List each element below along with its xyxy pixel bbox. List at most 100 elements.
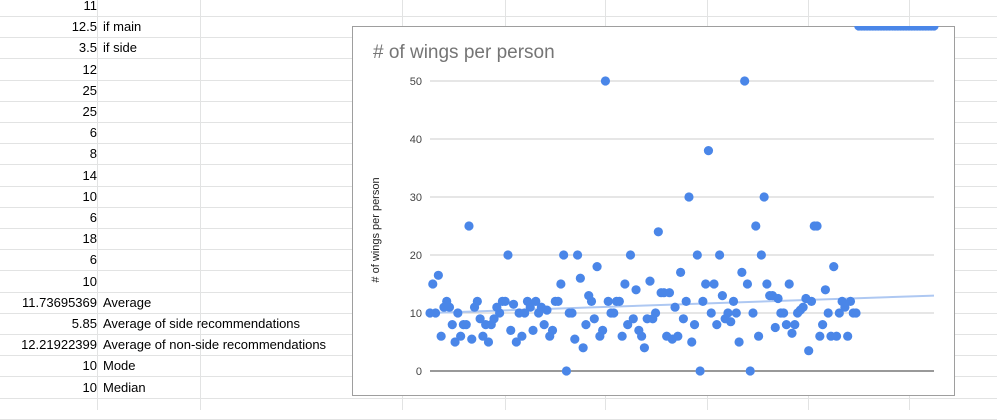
data-point[interactable] — [625, 250, 636, 260]
data-point[interactable] — [433, 270, 443, 280]
data-point[interactable] — [472, 296, 482, 306]
cell-value[interactable]: 25 — [82, 82, 97, 98]
data-point[interactable] — [589, 314, 599, 324]
data-point[interactable] — [664, 288, 675, 298]
data-point[interactable] — [723, 308, 733, 318]
data-point[interactable] — [787, 328, 797, 338]
data-point[interactable] — [511, 337, 521, 347]
data-point[interactable] — [692, 250, 702, 260]
data-point[interactable] — [617, 331, 627, 341]
data-point[interactable] — [517, 331, 527, 341]
data-point[interactable] — [542, 305, 552, 315]
cell-label[interactable]: Mode — [103, 358, 136, 374]
data-point[interactable] — [714, 250, 725, 260]
data-point[interactable] — [712, 320, 722, 330]
cell-value[interactable]: 10 — [82, 358, 97, 374]
data-point[interactable] — [815, 331, 825, 341]
data-point[interactable] — [539, 320, 549, 330]
data-point[interactable] — [753, 331, 764, 341]
data-point[interactable] — [461, 320, 471, 330]
cell-value[interactable]: 3.5 — [78, 40, 97, 56]
data-point[interactable] — [430, 308, 441, 318]
data-point[interactable] — [845, 296, 856, 306]
cell-label[interactable]: if side — [103, 40, 137, 56]
data-point[interactable] — [620, 279, 630, 289]
data-point[interactable] — [653, 227, 663, 237]
cell-label[interactable]: Average — [103, 294, 152, 310]
data-point[interactable] — [709, 279, 719, 289]
data-point[interactable] — [684, 192, 694, 202]
data-point[interactable] — [687, 337, 697, 347]
data-point[interactable] — [806, 296, 817, 306]
data-point[interactable] — [598, 325, 608, 335]
cell-value[interactable]: 5.85 — [71, 316, 97, 331]
cell-label[interactable]: Median — [103, 379, 146, 395]
data-point[interactable] — [784, 279, 794, 289]
data-point[interactable] — [831, 331, 842, 341]
data-point[interactable] — [820, 285, 831, 295]
data-point[interactable] — [773, 293, 783, 304]
data-point[interactable] — [748, 308, 758, 318]
data-point[interactable] — [695, 366, 705, 376]
data-point[interactable] — [453, 308, 463, 318]
scatter-chart[interactable]: # of wings per person — [352, 26, 955, 396]
data-point[interactable] — [528, 325, 538, 335]
data-point[interactable] — [851, 308, 861, 318]
data-point[interactable] — [740, 76, 750, 86]
cell-value[interactable]: 6 — [89, 125, 97, 141]
data-point[interactable] — [637, 331, 647, 341]
data-point[interactable] — [645, 276, 655, 286]
data-point[interactable] — [478, 331, 488, 341]
data-point[interactable] — [464, 221, 474, 231]
data-point[interactable] — [717, 291, 727, 301]
data-point[interactable] — [483, 337, 494, 347]
data-point[interactable] — [840, 302, 850, 312]
cell-value[interactable]: 18 — [82, 231, 97, 247]
data-point[interactable] — [742, 279, 753, 289]
data-point[interactable] — [575, 273, 585, 283]
cell-value[interactable]: 11 — [83, 0, 98, 13]
data-point[interactable] — [444, 302, 455, 312]
data-point[interactable] — [506, 325, 516, 335]
data-point[interactable] — [823, 308, 833, 318]
data-point[interactable] — [489, 314, 499, 324]
data-point[interactable] — [670, 302, 680, 312]
data-point[interactable] — [578, 343, 588, 353]
data-point[interactable] — [737, 267, 747, 277]
cell-value[interactable]: 10 — [82, 188, 97, 204]
data-point[interactable] — [676, 267, 686, 277]
cell-label[interactable]: Average of side recommendations — [103, 316, 301, 331]
data-point[interactable] — [829, 262, 839, 272]
data-point[interactable] — [556, 279, 566, 289]
data-point[interactable] — [586, 296, 597, 306]
data-point[interactable] — [798, 302, 808, 312]
data-point[interactable] — [500, 296, 510, 306]
data-point[interactable] — [770, 322, 780, 333]
data-point[interactable] — [567, 308, 577, 318]
data-point[interactable] — [728, 296, 739, 306]
cell-value[interactable]: 6 — [89, 210, 97, 225]
data-point[interactable] — [508, 299, 519, 309]
data-point[interactable] — [495, 308, 505, 318]
data-point[interactable] — [623, 320, 633, 330]
data-point[interactable] — [929, 26, 939, 31]
cell-label[interactable]: Average of non-side recommendations — [103, 337, 327, 353]
data-point[interactable] — [547, 325, 558, 335]
data-point[interactable] — [698, 296, 708, 306]
data-point[interactable] — [559, 250, 569, 260]
data-point[interactable] — [751, 221, 761, 231]
data-point[interactable] — [759, 192, 769, 202]
data-point[interactable] — [553, 296, 563, 306]
data-point[interactable] — [631, 285, 641, 295]
data-point[interactable] — [600, 76, 611, 86]
data-point[interactable] — [561, 366, 572, 376]
data-point[interactable] — [456, 331, 466, 341]
data-point[interactable] — [703, 146, 714, 156]
data-point[interactable] — [436, 331, 446, 341]
data-point[interactable] — [762, 279, 772, 289]
data-point[interactable] — [467, 334, 477, 344]
data-point[interactable] — [447, 320, 457, 330]
data-point[interactable] — [525, 302, 535, 312]
cell-value[interactable]: 11.73695369 — [22, 294, 97, 310]
data-point[interactable] — [639, 343, 650, 353]
